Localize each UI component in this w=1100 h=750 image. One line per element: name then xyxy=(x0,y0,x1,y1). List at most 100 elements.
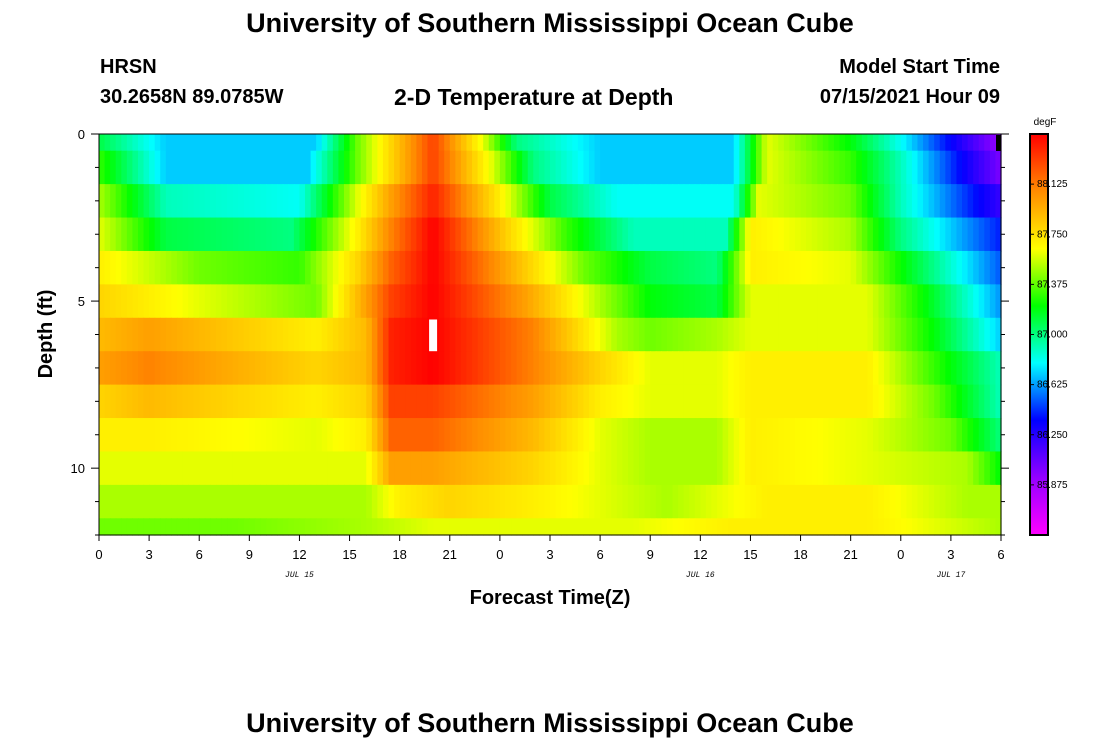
heatmap-cell xyxy=(616,150,623,185)
heatmap-cell xyxy=(588,418,596,453)
heatmap-cell xyxy=(828,418,835,453)
heatmap-cell xyxy=(227,217,234,252)
heatmap-cell xyxy=(238,134,245,152)
heatmap-cell xyxy=(321,484,328,519)
heatmap-cell xyxy=(433,384,440,419)
heatmap-cell xyxy=(282,150,289,185)
heatmap-cell xyxy=(176,217,184,252)
heatmap-cell xyxy=(611,384,618,419)
heatmap-cell xyxy=(137,184,145,219)
heatmap-cell xyxy=(867,351,874,386)
heatmap-cell xyxy=(271,484,278,519)
heatmap-cell xyxy=(266,184,273,219)
heatmap-cell xyxy=(455,418,462,453)
heatmap-cell xyxy=(911,351,919,386)
heatmap-cell xyxy=(711,351,718,386)
heatmap-cell xyxy=(371,134,378,152)
heatmap-cell xyxy=(460,418,468,453)
station-name: HRSN xyxy=(100,56,157,78)
heatmap-cell xyxy=(806,317,813,352)
heatmap-cell xyxy=(783,418,791,453)
heatmap-cell xyxy=(845,484,852,519)
heatmap-cell xyxy=(761,317,768,352)
heatmap-cell xyxy=(288,484,295,519)
heatmap-cell xyxy=(750,451,757,486)
heatmap-cell xyxy=(828,134,835,152)
heatmap-cell xyxy=(711,451,718,486)
heatmap-cell xyxy=(533,518,540,536)
heatmap-cell xyxy=(388,451,395,486)
heatmap-cell xyxy=(722,451,729,486)
heatmap-cell xyxy=(761,484,768,519)
heatmap-cell xyxy=(917,184,924,219)
heatmap-cell xyxy=(566,184,573,219)
heatmap-cell xyxy=(945,134,952,152)
heatmap-cell xyxy=(733,184,740,219)
heatmap-cell xyxy=(243,518,250,536)
heatmap-cell xyxy=(316,384,323,419)
heatmap-cell xyxy=(900,217,907,252)
heatmap-cell xyxy=(978,384,985,419)
heatmap-cell xyxy=(705,134,713,152)
heatmap-cell xyxy=(444,518,451,536)
heatmap-cell xyxy=(227,451,234,486)
heatmap-cell xyxy=(444,150,451,185)
heatmap-cell xyxy=(266,284,273,319)
heatmap-cell xyxy=(856,134,863,152)
heatmap-cell xyxy=(694,451,701,486)
heatmap-cell xyxy=(343,134,351,152)
heatmap-cell xyxy=(137,418,145,453)
heatmap-cell xyxy=(488,484,495,519)
heatmap-cell xyxy=(416,284,423,319)
heatmap-cell xyxy=(572,284,579,319)
heatmap-cell xyxy=(115,384,122,419)
heatmap-cell xyxy=(772,351,779,386)
heatmap-cell xyxy=(511,451,518,486)
heatmap-cell xyxy=(388,134,395,152)
heatmap-cell xyxy=(371,418,378,453)
heatmap-cell xyxy=(878,250,885,285)
heatmap-cell xyxy=(661,484,668,519)
heatmap-cell xyxy=(438,451,445,486)
heatmap-cell xyxy=(995,284,1002,319)
heatmap-cell xyxy=(945,418,952,453)
heatmap-cell xyxy=(822,351,829,386)
heatmap-cell xyxy=(889,150,896,185)
heatmap-cell xyxy=(783,317,791,352)
heatmap-cell xyxy=(861,418,868,453)
heatmap-cell xyxy=(449,384,456,419)
heatmap-cell xyxy=(806,134,813,152)
heatmap-cell xyxy=(327,451,334,486)
heatmap-cell xyxy=(962,418,969,453)
heatmap-cell xyxy=(522,384,529,419)
heatmap-cell xyxy=(917,518,924,536)
heatmap-cell xyxy=(227,518,234,536)
heatmap-cell xyxy=(956,451,963,486)
heatmap-cell xyxy=(733,518,740,536)
heatmap-cell xyxy=(427,384,434,419)
heatmap-cell xyxy=(555,150,562,185)
heatmap-cell xyxy=(499,134,507,152)
heatmap-cell xyxy=(182,384,189,419)
heatmap-cell xyxy=(973,351,980,386)
heatmap-cell xyxy=(550,184,557,219)
heatmap-cell xyxy=(477,250,484,285)
heatmap-cell xyxy=(327,150,334,185)
heatmap-cell xyxy=(427,184,434,219)
heatmap-cell xyxy=(355,451,362,486)
heatmap-cell xyxy=(366,184,373,219)
heatmap-cell xyxy=(126,384,134,419)
heatmap-cell xyxy=(544,418,551,453)
heatmap-cell xyxy=(750,217,757,252)
heatmap-row-depth-8 xyxy=(99,384,1002,419)
heatmap-cell xyxy=(872,384,880,419)
heatmap-cell xyxy=(466,134,473,152)
heatmap-cell xyxy=(438,484,445,519)
heatmap-cell xyxy=(505,351,512,386)
heatmap-cell xyxy=(433,284,440,319)
heatmap-cell xyxy=(171,250,178,285)
heatmap-cell xyxy=(544,384,551,419)
heatmap-cell xyxy=(967,317,974,352)
heatmap-cell xyxy=(744,317,752,352)
